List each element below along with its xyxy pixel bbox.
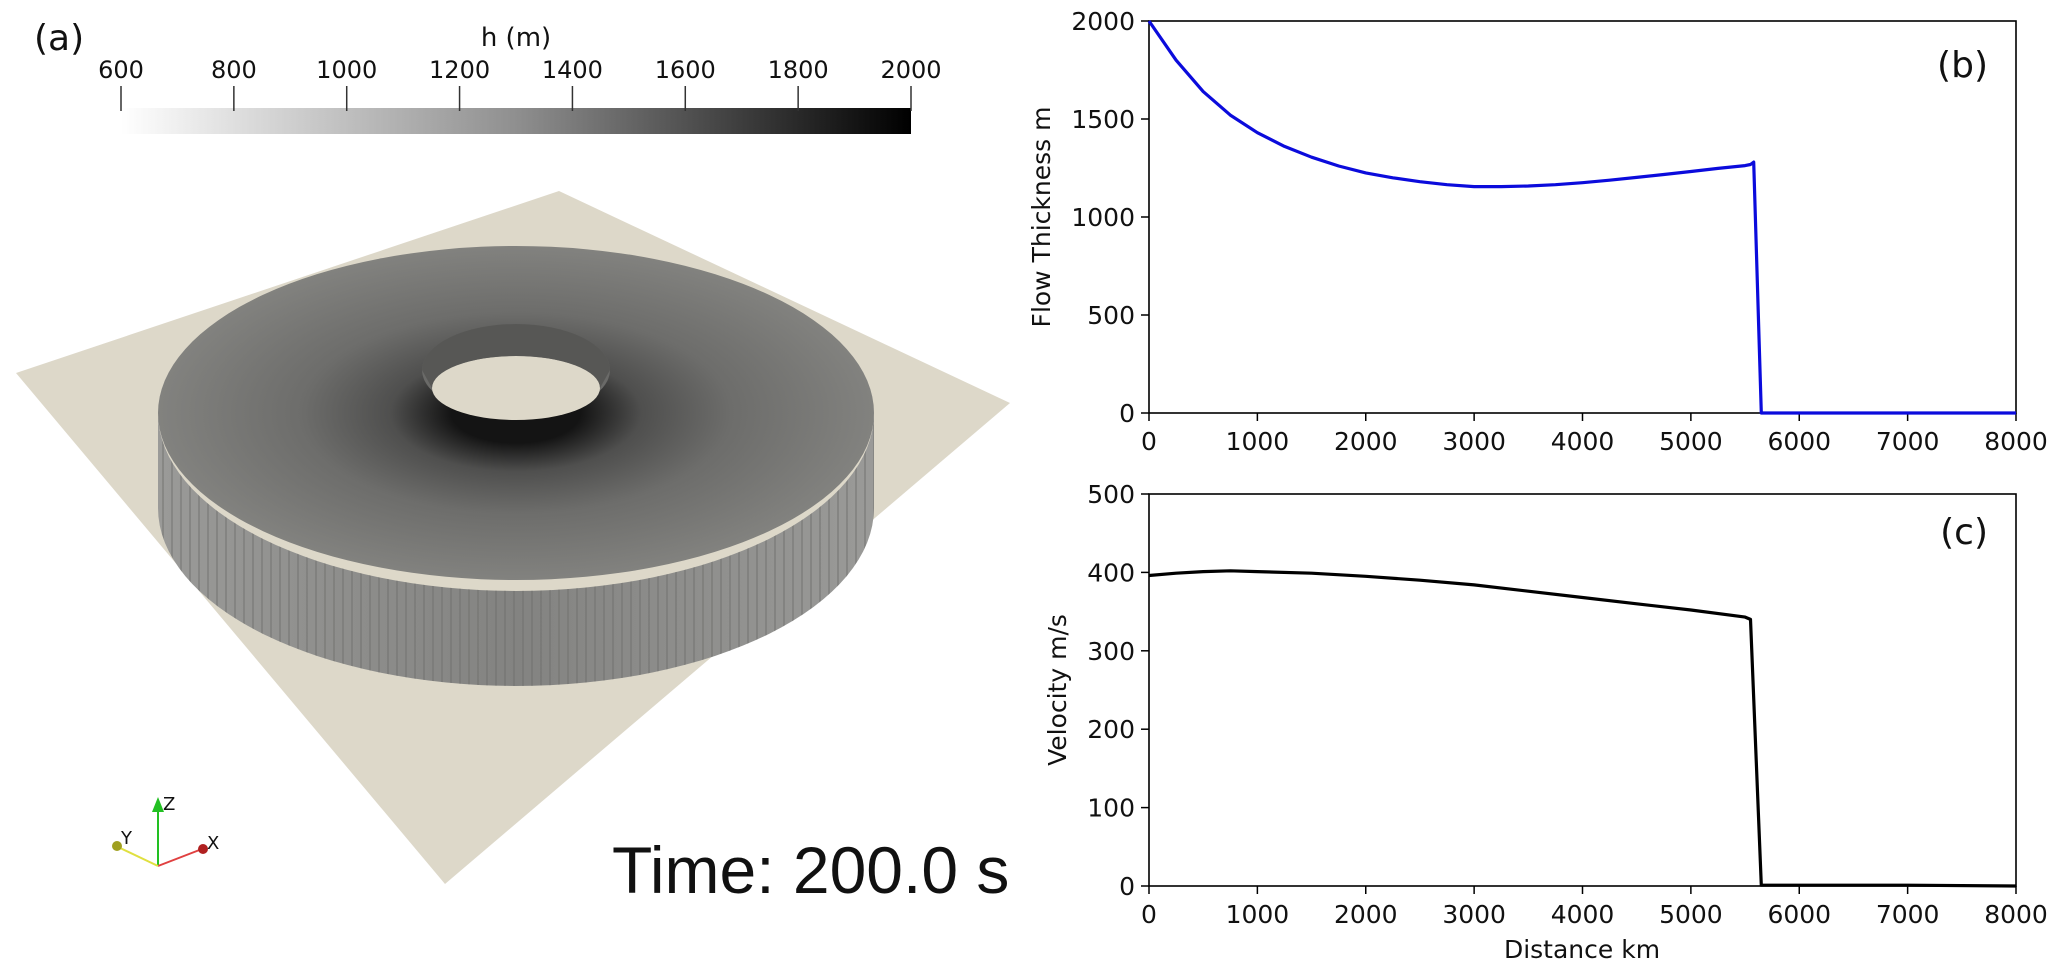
x-tick-label: 1000: [1226, 900, 1290, 929]
panel-c-velocity-chart: 0 1000 2000 3000 4000 5000 6000 7000 8000 0 100 20…: [1043, 480, 2048, 964]
panel-b-y-ticks: 0 500 1000 1500 2000: [1071, 7, 1149, 428]
ring-hole-ground: [432, 356, 600, 420]
ring-inner-shadow: [422, 324, 610, 388]
triad-y-label: Y: [120, 828, 133, 849]
colorbar-tick-label: 1600: [655, 56, 716, 84]
panel-c-x-label: Distance km: [1504, 935, 1660, 964]
panel-b-label: (b): [1937, 45, 1988, 86]
panel-b-axes-frame: [1148, 20, 2017, 414]
x-tick-label: 8000: [1984, 900, 2048, 929]
x-tick-label: 3000: [1442, 900, 1506, 929]
triad-x-axis: [157, 848, 203, 867]
panel-c-axes-frame: [1148, 493, 2017, 887]
triad-z-arrow: [152, 797, 164, 812]
thickness-series-line: [1147, 20, 2016, 415]
colorbar: h (m) 600 800 1000 1200 1400 1600 1800 2000: [98, 23, 942, 134]
panel-c-x-ticks: 0 1000 2000 3000 4000 5000 6000 7000 8000: [1141, 886, 2048, 929]
colorbar-tick-label: 1000: [316, 56, 377, 84]
axes-triad: Z X Y: [112, 794, 219, 867]
ring-flow: [158, 246, 874, 686]
x-tick-label: 6000: [1767, 427, 1831, 456]
triad-x-label: X: [207, 833, 219, 854]
triad-x-arrow: [198, 844, 208, 854]
colorbar-tick-label: 1200: [429, 56, 490, 84]
y-tick-label: 100: [1087, 794, 1135, 823]
x-tick-label: 7000: [1876, 900, 1940, 929]
velocity-series-line: [1148, 569, 2017, 888]
y-tick-label: 0: [1119, 399, 1135, 428]
x-tick-label: 6000: [1767, 900, 1831, 929]
x-tick-label: 8000: [1984, 427, 2048, 456]
y-tick-label: 2000: [1071, 7, 1135, 36]
panel-c-y-label: Velocity m/s: [1043, 614, 1072, 766]
y-tick-label: 1500: [1071, 105, 1135, 134]
panel-a-label: (a): [34, 18, 84, 59]
x-tick-label: 4000: [1551, 427, 1615, 456]
colorbar-tick-label: 600: [98, 56, 144, 84]
triad-y-axis: [117, 846, 159, 867]
x-tick-label: 5000: [1659, 900, 1723, 929]
triad-y-arrow: [112, 841, 122, 851]
x-tick-label: 0: [1141, 900, 1157, 929]
panel-c-y-ticks: 0 100 200 300 400 500: [1087, 480, 1149, 901]
colorbar-gradient: [121, 108, 911, 134]
x-tick-label: 1000: [1226, 427, 1290, 456]
y-tick-label: 1000: [1071, 203, 1135, 232]
panel-b-x-ticks: 0 1000 2000 3000 4000 5000 6000 7000 8000: [1141, 413, 2048, 456]
time-label: Time: 200.0 s: [612, 833, 1009, 907]
colorbar-tick-label: 800: [211, 56, 257, 84]
panel-b-y-label: Flow Thickness m: [1027, 107, 1056, 328]
colorbar-tick-label: 2000: [880, 56, 941, 84]
ring-side-stripes: [158, 413, 874, 686]
panel-a: (a) h (m) 600 800 1000 1200 1400 1600 1800 2000: [16, 18, 1010, 907]
colorbar-title: h (m): [481, 23, 551, 53]
x-tick-label: 0: [1141, 427, 1157, 456]
x-tick-label: 2000: [1334, 427, 1398, 456]
y-tick-label: 0: [1119, 872, 1135, 901]
x-tick-label: 3000: [1442, 427, 1506, 456]
y-tick-label: 400: [1087, 558, 1135, 587]
panel-b-thickness-chart: 0 1000 2000 3000 4000 5000 6000 7000 8000 0 500 10…: [1027, 7, 2048, 456]
y-tick-label: 500: [1087, 480, 1135, 509]
triad-z-label: Z: [163, 794, 175, 815]
colorbar-ticks: 600 800 1000 1200 1400 1600 1800 2000: [98, 56, 942, 111]
x-tick-label: 2000: [1334, 900, 1398, 929]
colorbar-tick-label: 1800: [768, 56, 829, 84]
colorbar-tick-label: 1400: [542, 56, 603, 84]
x-tick-label: 5000: [1659, 427, 1723, 456]
x-tick-label: 7000: [1876, 427, 1940, 456]
y-tick-label: 200: [1087, 715, 1135, 744]
panel-c-label: (c): [1940, 512, 1988, 553]
y-tick-label: 500: [1087, 301, 1135, 330]
x-tick-label: 4000: [1551, 900, 1615, 929]
y-tick-label: 300: [1087, 637, 1135, 666]
